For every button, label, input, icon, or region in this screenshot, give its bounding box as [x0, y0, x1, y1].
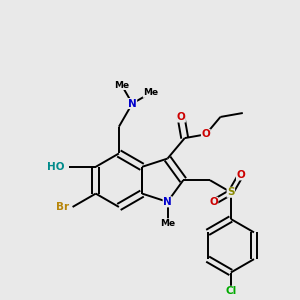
Text: N: N	[163, 197, 172, 207]
Text: Br: Br	[56, 202, 70, 212]
Text: O: O	[201, 129, 210, 140]
Text: Cl: Cl	[225, 286, 236, 296]
Text: Me: Me	[160, 219, 175, 228]
Text: N: N	[128, 99, 137, 109]
Text: O: O	[236, 170, 245, 180]
Text: Me: Me	[114, 80, 129, 89]
Text: O: O	[177, 112, 185, 122]
Text: HO: HO	[46, 162, 64, 172]
Text: S: S	[227, 187, 235, 197]
Text: Me: Me	[143, 88, 158, 98]
Text: O: O	[209, 197, 218, 207]
